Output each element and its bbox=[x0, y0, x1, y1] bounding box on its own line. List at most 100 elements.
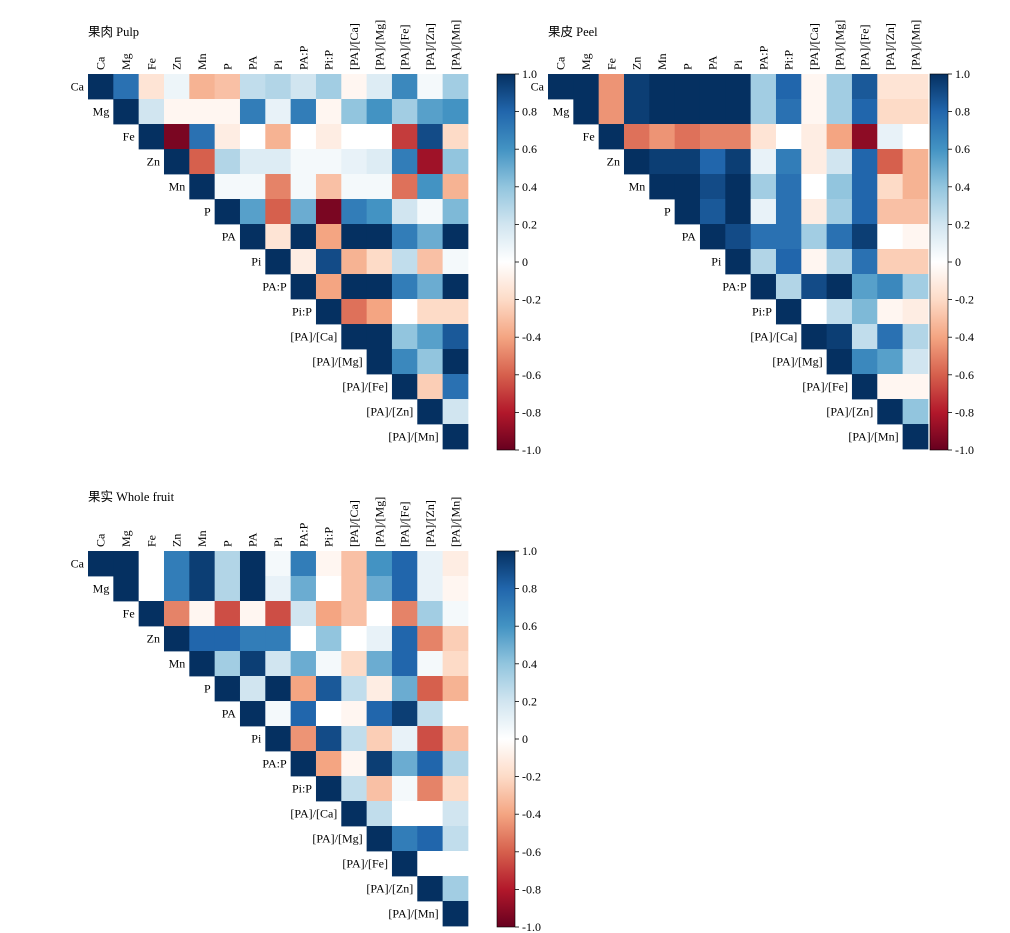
heatmap-cell bbox=[391, 74, 418, 100]
heatmap-cell bbox=[750, 249, 777, 275]
heatmap-cell bbox=[442, 576, 469, 602]
heatmap-cell bbox=[674, 174, 701, 200]
heatmap-cell bbox=[442, 374, 469, 400]
row-label: Pi:P bbox=[292, 305, 312, 319]
column-label: [PA]/[Mn] bbox=[448, 497, 462, 547]
heatmap-cell bbox=[775, 274, 802, 300]
heatmap-cell bbox=[417, 374, 444, 400]
heatmap-cell bbox=[138, 99, 165, 125]
heatmap-cell bbox=[902, 174, 929, 200]
heatmap-cell bbox=[315, 576, 342, 602]
colorbar-tick-label: 0.6 bbox=[955, 142, 970, 156]
heatmap-cell bbox=[674, 99, 701, 125]
heatmap-cell bbox=[851, 274, 878, 300]
heatmap-cell bbox=[189, 99, 216, 125]
colorbar-tick-label: 0 bbox=[522, 732, 528, 746]
heatmap-cell bbox=[315, 701, 342, 727]
heatmap-cell bbox=[417, 601, 444, 627]
heatmap-cell bbox=[163, 626, 190, 652]
colorbar-tick-label: 0.6 bbox=[522, 142, 537, 156]
heatmap-cell bbox=[265, 249, 292, 275]
heatmap-cell bbox=[442, 249, 469, 275]
heatmap-cell bbox=[265, 74, 292, 100]
row-label: Mg bbox=[93, 582, 110, 596]
heatmap-cell bbox=[826, 74, 853, 100]
heatmap-cell bbox=[341, 651, 368, 677]
heatmap-cell bbox=[775, 149, 802, 175]
heatmap-cell bbox=[417, 249, 444, 275]
column-label: P bbox=[220, 540, 234, 547]
heatmap-cell bbox=[623, 74, 650, 100]
row-label: PA:P bbox=[722, 280, 747, 294]
heatmap-cell bbox=[417, 576, 444, 602]
heatmap-cell bbox=[341, 149, 368, 175]
heatmap-cell bbox=[265, 626, 292, 652]
colorbar-tick-label: 0.4 bbox=[955, 180, 970, 194]
heatmap-cell bbox=[877, 299, 904, 325]
heatmap-cell bbox=[391, 626, 418, 652]
colorbar-tick-label: -0.8 bbox=[955, 405, 974, 419]
column-label: PA:P bbox=[296, 522, 310, 547]
heatmap-cell bbox=[699, 124, 726, 150]
heatmap-cell bbox=[674, 199, 701, 225]
heatmap-cell bbox=[138, 576, 165, 602]
heatmap-cell bbox=[163, 124, 190, 150]
heatmap-cell bbox=[442, 901, 469, 927]
heatmap-cell bbox=[725, 224, 752, 250]
row-label: [PA]/[Zn] bbox=[366, 882, 413, 896]
heatmap-cell bbox=[315, 74, 342, 100]
heatmap-cell bbox=[725, 249, 752, 275]
heatmap-cell bbox=[290, 124, 317, 150]
row-label: Mn bbox=[169, 180, 186, 194]
column-label: [PA]/[Zn] bbox=[423, 23, 437, 70]
row-label: Fe bbox=[123, 607, 135, 621]
row-label: Pi:P bbox=[292, 782, 312, 796]
row-label: Mg bbox=[93, 105, 110, 119]
row-label: Zn bbox=[147, 155, 160, 169]
heatmap-cell bbox=[366, 626, 393, 652]
panel-title: 果肉 Pulp bbox=[88, 25, 139, 39]
heatmap-cell bbox=[163, 551, 190, 577]
heatmap-cell bbox=[902, 249, 929, 275]
heatmap-cell bbox=[341, 701, 368, 727]
heatmap-cell bbox=[341, 249, 368, 275]
heatmap-cell bbox=[391, 374, 418, 400]
heatmap-cell bbox=[699, 99, 726, 125]
row-label: [PA]/[Fe] bbox=[342, 380, 388, 394]
heatmap-cell bbox=[598, 74, 625, 100]
heatmap-cell bbox=[341, 224, 368, 250]
heatmap-cell bbox=[366, 99, 393, 125]
column-label: [PA]/[Fe] bbox=[398, 501, 412, 547]
heatmap-cell bbox=[315, 726, 342, 752]
heatmap-cell bbox=[801, 249, 828, 275]
heatmap-cell bbox=[366, 826, 393, 852]
heatmap-cell bbox=[315, 299, 342, 325]
row-label: Mg bbox=[553, 105, 570, 119]
heatmap-cell bbox=[341, 601, 368, 627]
heatmap-cell bbox=[725, 124, 752, 150]
heatmap-cell bbox=[265, 601, 292, 627]
heatmap-cell bbox=[902, 224, 929, 250]
heatmap-cell bbox=[391, 299, 418, 325]
colorbar-tick-label: -0.4 bbox=[522, 807, 541, 821]
heatmap-cell bbox=[341, 551, 368, 577]
heatmap-cell bbox=[877, 349, 904, 375]
heatmap-cell bbox=[366, 776, 393, 802]
heatmap-cell bbox=[902, 124, 929, 150]
heatmap-cell bbox=[315, 274, 342, 300]
heatmap-cell bbox=[290, 651, 317, 677]
row-label: P bbox=[204, 205, 211, 219]
heatmap-cell bbox=[391, 324, 418, 350]
heatmap-cell bbox=[417, 876, 444, 902]
heatmap-cell bbox=[801, 324, 828, 350]
heatmap-cell bbox=[341, 299, 368, 325]
colorbar-tick-label: -0.2 bbox=[522, 293, 541, 307]
heatmap-cell bbox=[290, 551, 317, 577]
heatmap-cell bbox=[877, 149, 904, 175]
heatmap-cell bbox=[417, 349, 444, 375]
heatmap-cell bbox=[548, 74, 574, 100]
heatmap-cell bbox=[265, 99, 292, 125]
row-label: [PA]/[Mg] bbox=[312, 832, 362, 846]
